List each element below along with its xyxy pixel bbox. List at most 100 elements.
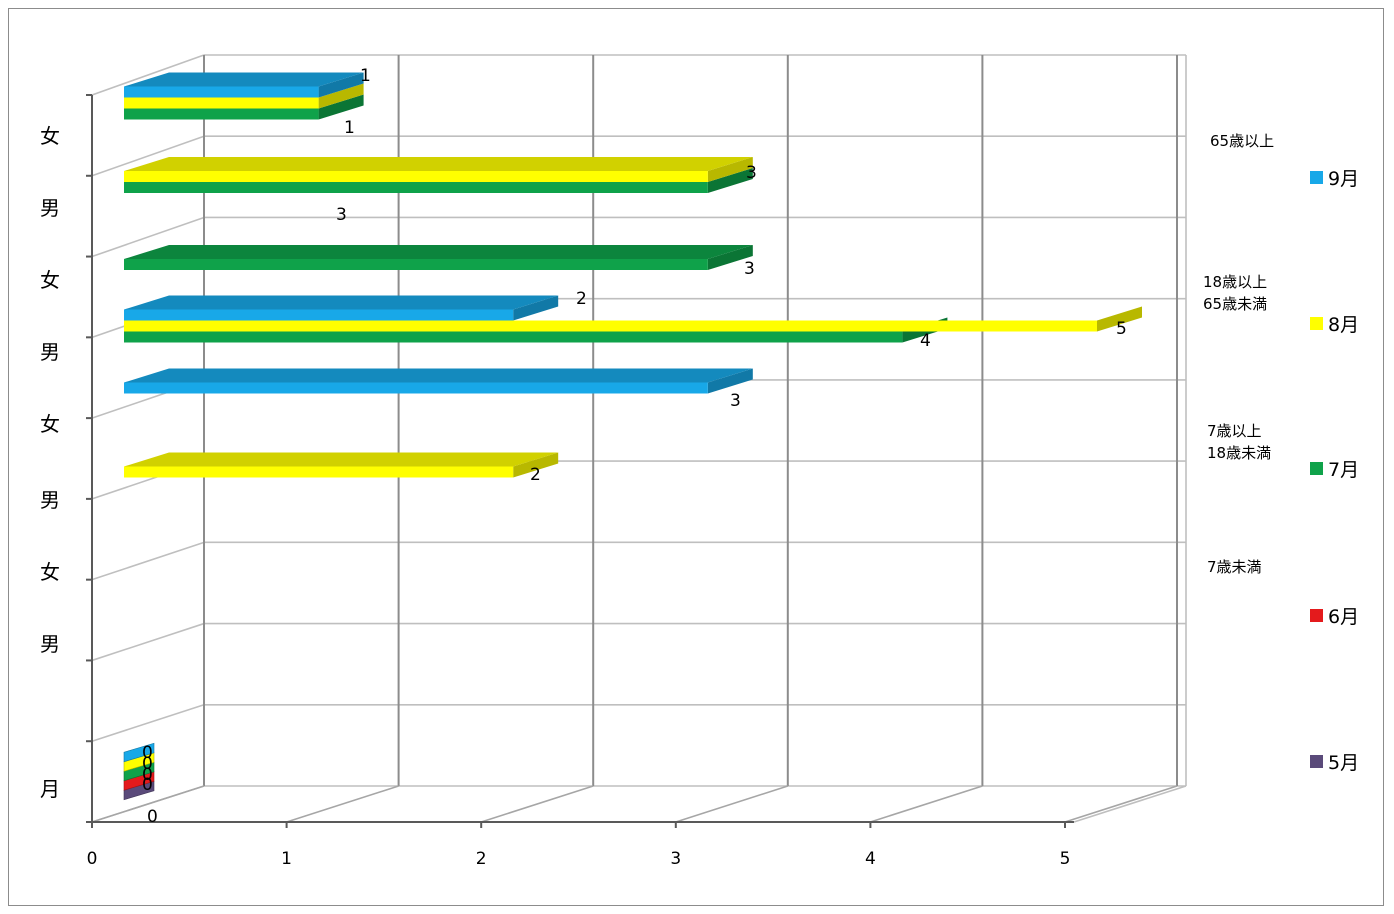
bar-front [124,86,319,98]
bar [123,742,155,763]
x-tick-label: 1 [281,849,292,869]
bar-front [124,108,319,120]
legend-item: 5月 [1310,748,1359,775]
category-group-label: 65歳以上 [1210,132,1275,150]
bar-side [513,452,559,478]
bar [124,245,753,270]
data-label: 0 [142,754,153,774]
category-label: 男 [40,632,60,656]
data-label: 1 [344,118,355,138]
data-label: 3 [730,391,741,411]
legend-label: 5月 [1328,752,1360,774]
bar-side [707,168,753,193]
x-tick-label: 2 [476,849,487,869]
legend-label: 9月 [1328,168,1360,190]
data-label: 2 [576,289,587,309]
gridline-side [91,54,205,96]
legend-swatch [1310,171,1323,184]
bar-side [707,157,753,182]
category-group-label: 18歳以上 65歳未満 [1203,273,1268,313]
x-tick-label: 4 [865,849,876,869]
gridline-side [91,216,205,258]
bar [124,306,1142,332]
data-label: 0 [147,807,158,827]
data-label: 3 [746,163,757,183]
category-label: 女 [40,560,60,584]
gridline-floor [480,785,594,823]
bar [124,83,364,109]
category-label: 女 [40,268,60,292]
bar-side [318,94,364,120]
data-label: 0 [142,775,153,795]
x-tick-label: 5 [1060,849,1071,869]
bar-front [124,259,708,270]
legend-item: 9月 [1310,164,1359,191]
data-label: 2 [530,465,541,485]
category-label: 男 [40,488,60,512]
bar-front [124,466,514,478]
gridline-floor [1064,785,1178,823]
x-tick-label: 3 [670,849,681,869]
category-label: 女 [40,412,60,436]
bar [124,295,559,321]
bar-top [124,295,559,310]
bar-side [318,72,364,98]
bar-front [124,182,708,193]
bar-top [124,368,753,383]
legend-swatch [1310,317,1323,330]
bar-top [124,452,559,467]
gridline-side [91,135,205,177]
bar-top [124,72,364,87]
bar-side [318,83,364,109]
category-group-label: 7歳未満 [1207,558,1262,576]
bar [124,168,753,193]
gridline-floor [286,785,399,823]
bar-face [123,742,155,763]
bar-side [707,368,753,394]
data-label: 5 [1116,319,1127,339]
legend-swatch [1310,462,1323,475]
x-tick-label: 0 [87,849,98,869]
gridline-side [91,622,205,662]
bars [123,72,1142,801]
legend-item: 6月 [1310,602,1359,629]
legend-label: 7月 [1328,459,1360,481]
gridline-floor [675,785,789,823]
legend-swatch [1310,609,1323,622]
bar-front [124,331,903,343]
data-label: 0 [142,765,153,785]
bar-front [124,309,514,321]
bar-side [707,245,753,270]
category-label: 男 [40,196,60,220]
bar [124,157,753,182]
data-label: 0 [142,743,153,763]
bar-top [124,245,753,259]
bar-front [124,382,708,394]
bar-side [1097,306,1142,332]
legend-item: 8月 [1310,310,1359,337]
bar-front [124,171,708,182]
legend-label: 6月 [1328,606,1360,628]
legend-label: 8月 [1328,314,1360,336]
bar [124,94,364,120]
bar-top [124,157,753,171]
data-label: 4 [920,331,931,351]
legend-swatch [1310,755,1323,768]
floor-edge [1073,785,1187,823]
legend-item: 7月 [1310,455,1359,482]
category-group-label: 7歳以上 18歳未満 [1207,422,1272,462]
data-label: 3 [336,205,347,225]
category-label: 男 [40,340,60,364]
gridline-floor [870,785,983,823]
data-label: 3 [744,259,755,279]
gridline-side [91,704,205,742]
gridline-side [91,541,205,581]
category-label: 女 [40,124,60,148]
gridline-floor [91,785,205,823]
bar [124,368,753,394]
bar-front [124,97,319,109]
bar [124,72,364,98]
data-label: 1 [360,66,371,86]
